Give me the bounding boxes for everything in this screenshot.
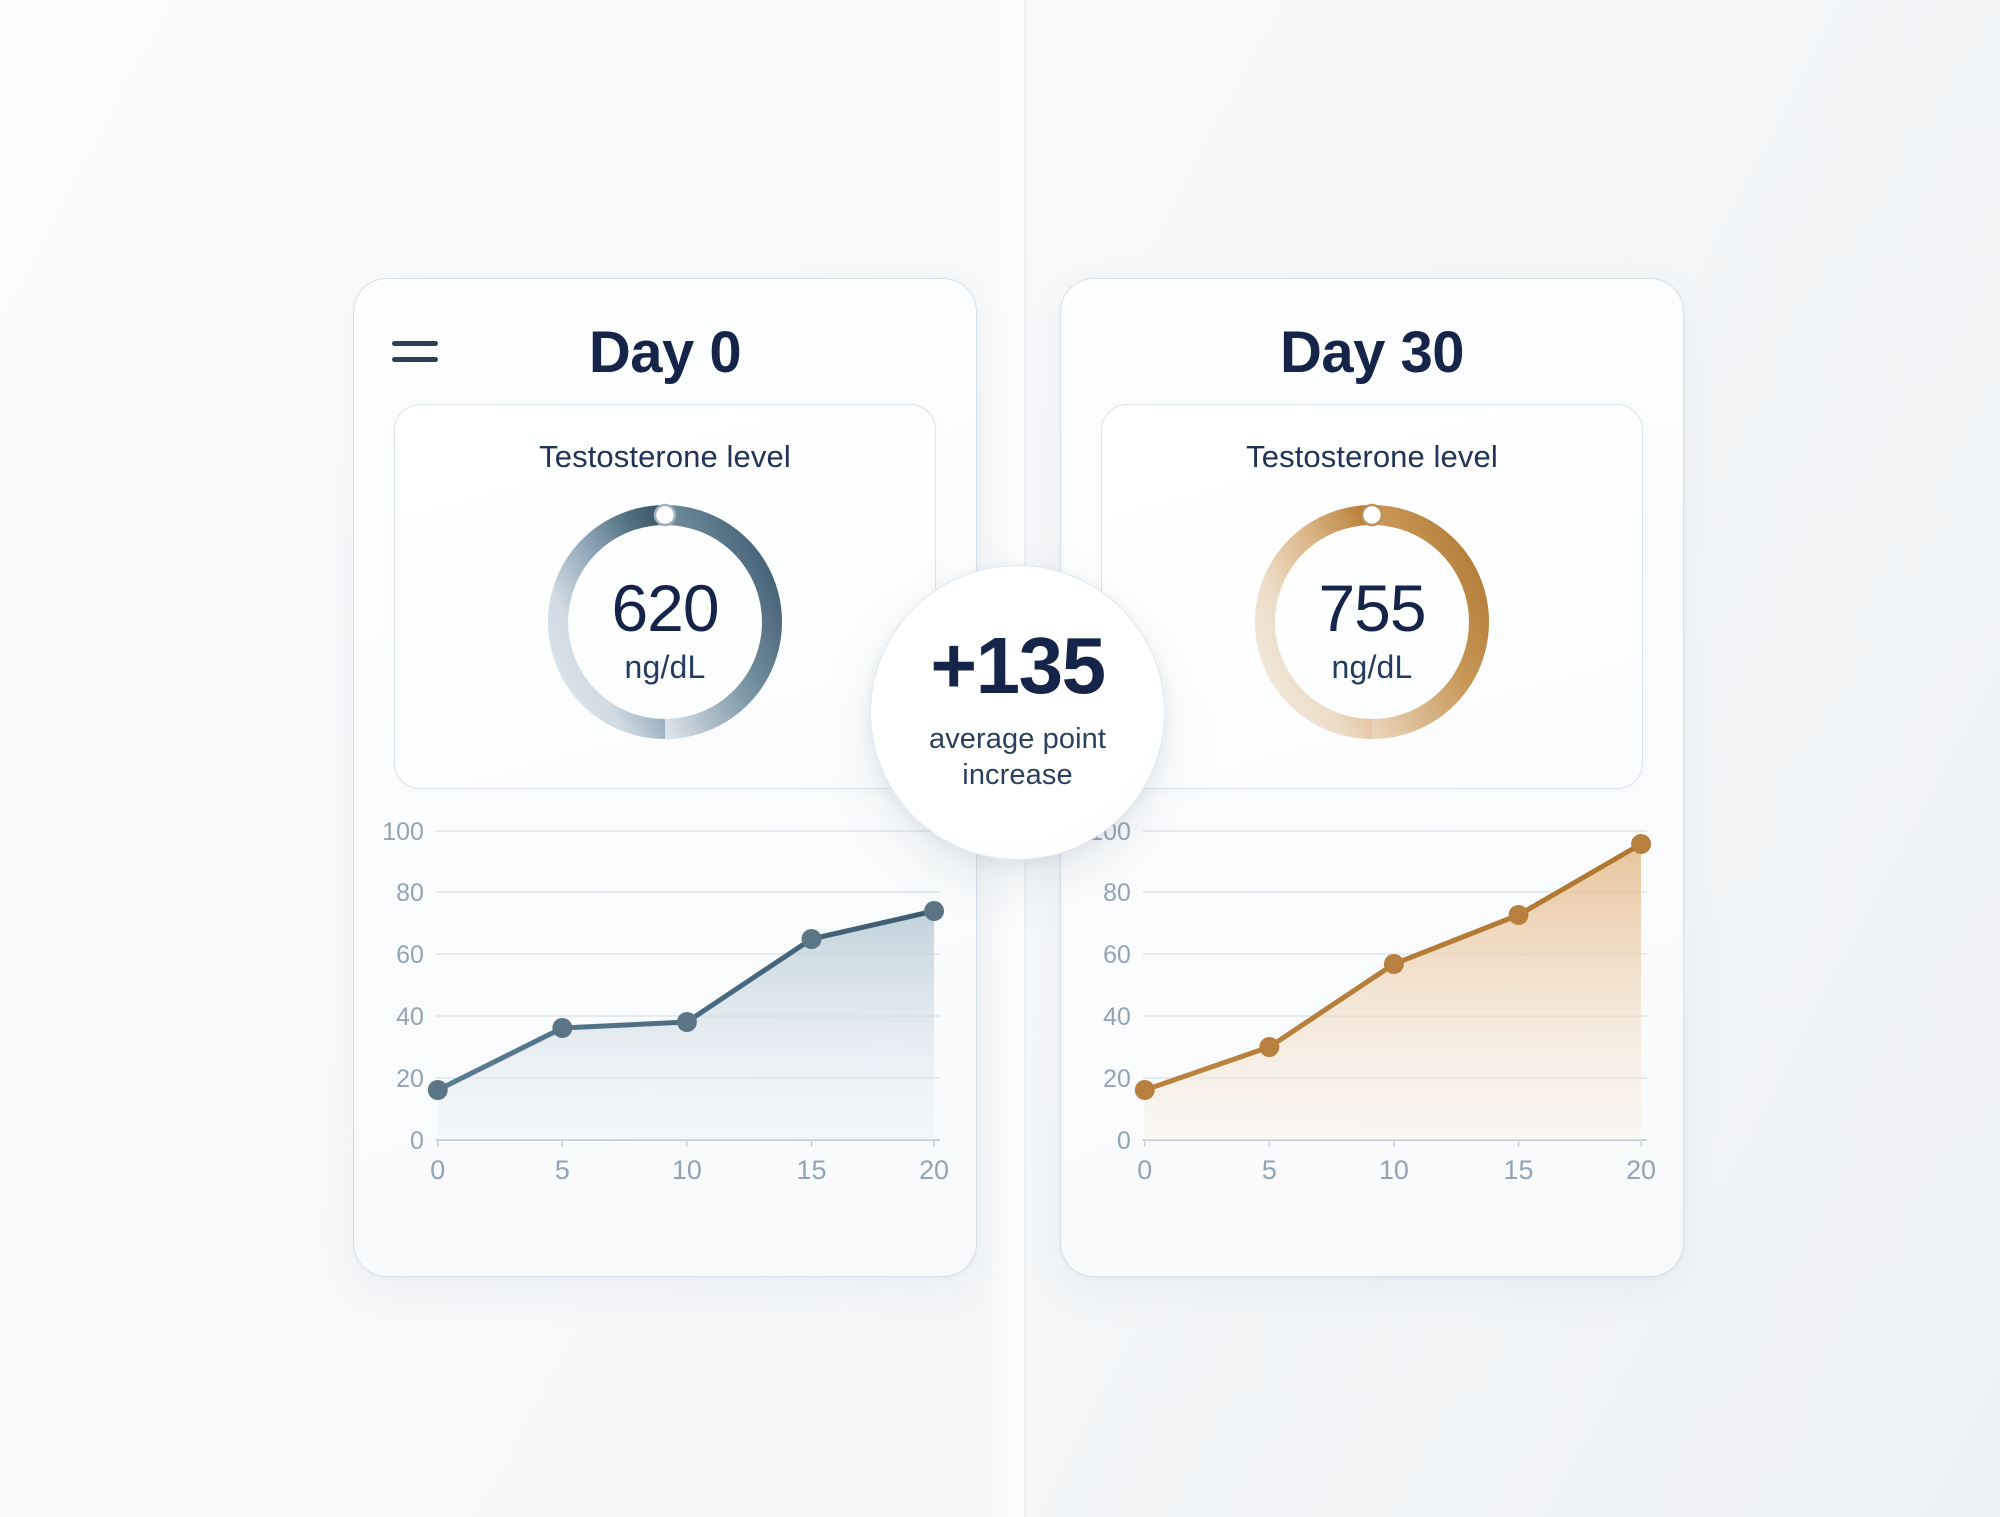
svg-text:15: 15 xyxy=(1504,1155,1534,1185)
svg-text:20: 20 xyxy=(396,1065,424,1093)
gauge-ring-day-30: 755 ng/dL xyxy=(1247,497,1497,747)
panel-day-0: Day 0 Testosterone level xyxy=(353,278,977,1277)
gauge-ring-day-0: 620 ng/dL xyxy=(540,497,790,747)
gauge-unit-day-30: ng/dL xyxy=(1331,649,1413,685)
hamburger-bar-1 xyxy=(392,340,438,346)
svg-text:10: 10 xyxy=(1379,1155,1409,1185)
svg-text:60: 60 xyxy=(1103,941,1131,969)
gauge-value-day-30: 755 xyxy=(1318,571,1426,645)
svg-text:40: 40 xyxy=(396,1003,424,1031)
svg-text:15: 15 xyxy=(797,1155,827,1185)
increase-badge: +135 average point increase xyxy=(870,565,1165,860)
gauge-unit-day-0: ng/dL xyxy=(624,649,706,685)
svg-text:0: 0 xyxy=(1117,1127,1131,1155)
svg-text:80: 80 xyxy=(1103,879,1131,907)
svg-text:20: 20 xyxy=(1626,1155,1656,1185)
panel-day-30: Day 30 Testosterone level xyxy=(1060,278,1684,1277)
svg-text:0: 0 xyxy=(410,1127,424,1155)
svg-text:10: 10 xyxy=(672,1155,702,1185)
hamburger-icon[interactable] xyxy=(392,337,438,365)
chart-day-30: 100 80 60 40 20 0 xyxy=(1083,809,1661,1234)
gauge-label-day-30: Testosterone level xyxy=(1246,439,1498,474)
svg-text:0: 0 xyxy=(430,1155,445,1185)
svg-text:20: 20 xyxy=(919,1155,949,1185)
svg-text:5: 5 xyxy=(1262,1155,1277,1185)
gauge-card-day-0: Testosterone level xyxy=(394,404,936,789)
page-title-day-30: Day 30 xyxy=(1279,320,1465,385)
gauge-value-day-0: 620 xyxy=(611,571,719,645)
gauge-card-day-30: Testosterone level xyxy=(1101,404,1643,789)
panel-header-day-0: Day 0 xyxy=(354,307,976,407)
svg-text:20: 20 xyxy=(1103,1065,1131,1093)
svg-text:60: 60 xyxy=(396,941,424,969)
svg-text:80: 80 xyxy=(396,879,424,907)
svg-text:0: 0 xyxy=(1137,1155,1152,1185)
svg-text:40: 40 xyxy=(1103,1003,1131,1031)
svg-text:100: 100 xyxy=(382,818,424,846)
svg-text:5: 5 xyxy=(555,1155,570,1185)
increase-value: +135 xyxy=(930,621,1106,711)
increase-caption: average point increase xyxy=(928,723,1107,791)
page-title-day-0: Day 0 xyxy=(588,320,742,385)
gauge-label-day-0: Testosterone level xyxy=(539,439,791,474)
panel-header-day-30: Day 30 xyxy=(1061,307,1683,407)
chart-day-0: 100 80 60 40 20 0 xyxy=(376,809,954,1234)
hamburger-bar-2 xyxy=(392,356,438,362)
